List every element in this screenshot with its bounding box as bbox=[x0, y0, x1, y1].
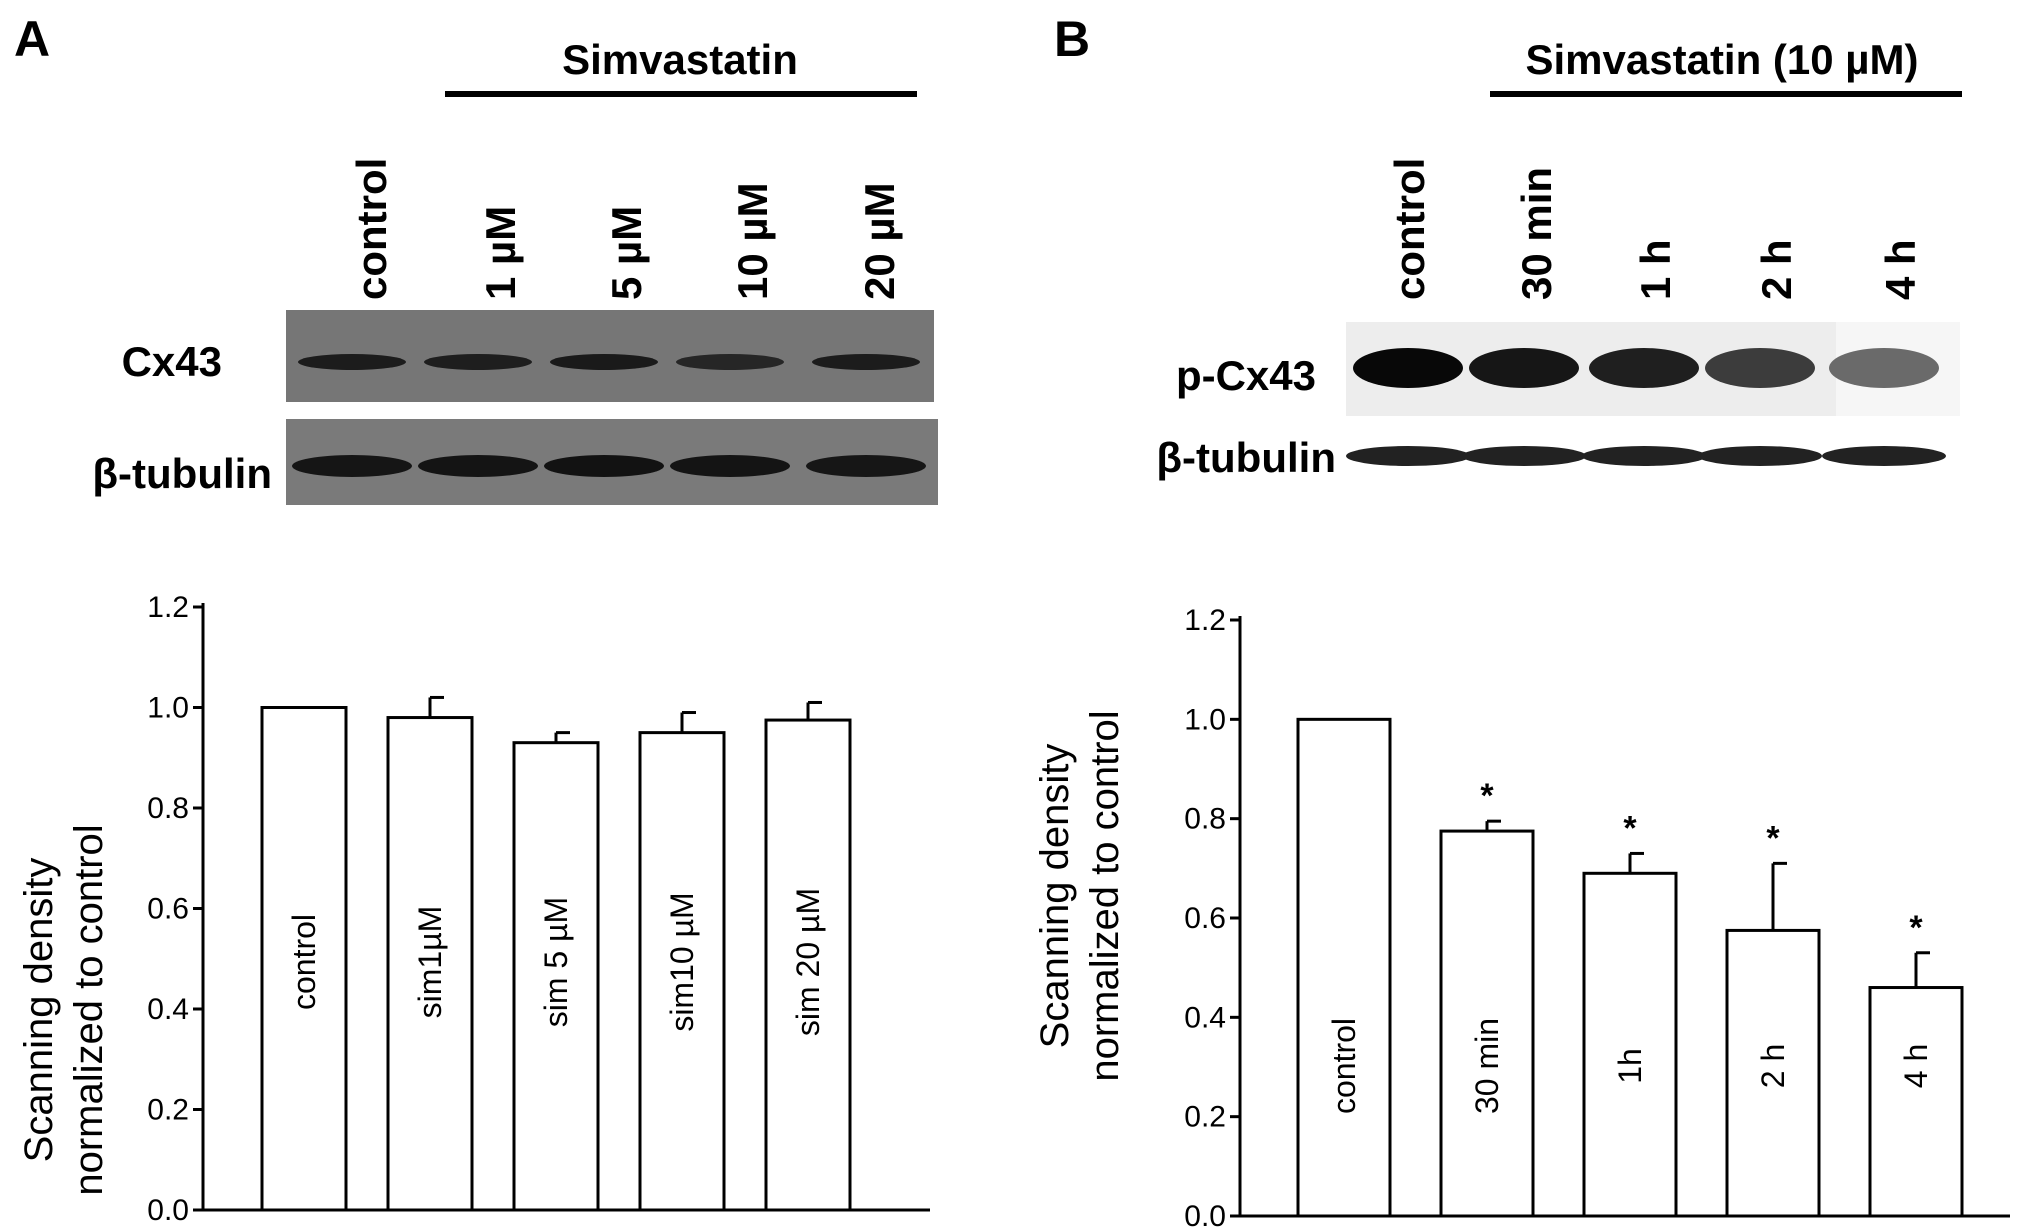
y-tick-label: 0.6 bbox=[147, 893, 189, 926]
bar-label: 30 min bbox=[1469, 1018, 1505, 1114]
tubulin-band bbox=[1822, 446, 1946, 466]
tubulin-band bbox=[1462, 446, 1586, 466]
bar-label: 1h bbox=[1612, 1048, 1648, 1084]
panel-a-lane-label: 20 µM bbox=[856, 182, 903, 300]
bar bbox=[260, 706, 348, 1212]
panel-a-y-axis-title-line2: normalized to control bbox=[67, 824, 111, 1195]
panel-a-cx43-bands bbox=[298, 354, 920, 370]
tubulin-band bbox=[1582, 446, 1706, 466]
p-cx43-band bbox=[1353, 348, 1463, 388]
bar-label: 2 h bbox=[1755, 1044, 1791, 1088]
panel-b-blot-label-tubulin: β-tubulin bbox=[1156, 434, 1336, 481]
bar-label: control bbox=[1326, 1018, 1362, 1114]
bar-label: sim 20 µM bbox=[790, 888, 826, 1036]
bar bbox=[1582, 871, 1678, 1218]
panel-a-y-ticks: 0.0 0.2 0.4 0.6 0.8 1.0 1.2 bbox=[147, 591, 203, 1227]
y-tick-label: 1.2 bbox=[1184, 604, 1226, 637]
panel-a-treatment-label: Simvastatin bbox=[562, 36, 798, 83]
significance-marker: * bbox=[1623, 809, 1637, 847]
panel-a-y-axis-title-line1: Scanning density bbox=[17, 858, 61, 1163]
bar bbox=[386, 716, 474, 1212]
panel-a-chart: Scanning density normalized to control 0… bbox=[17, 591, 930, 1227]
p-cx43-band bbox=[1589, 348, 1699, 388]
y-tick-label: 1.0 bbox=[147, 692, 189, 725]
panel-a-lane-label: 10 µM bbox=[729, 182, 776, 300]
cx43-band bbox=[298, 354, 406, 370]
y-tick-label: 0.6 bbox=[1184, 902, 1226, 935]
tubulin-band bbox=[418, 455, 538, 477]
panel-b-pcx43-bands bbox=[1353, 348, 1939, 388]
tubulin-band bbox=[1698, 446, 1822, 466]
bar bbox=[1725, 928, 1821, 1218]
y-tick-label: 0.0 bbox=[1184, 1200, 1226, 1232]
panel-a-blot-label-tubulin: β-tubulin bbox=[92, 450, 272, 497]
bar-label: sim1µM bbox=[412, 906, 448, 1019]
cx43-band bbox=[550, 354, 658, 370]
panel-a-tubulin-bands bbox=[292, 455, 926, 477]
bar-label: sim10 µM bbox=[664, 892, 700, 1031]
bar-label: 4 h bbox=[1898, 1044, 1934, 1088]
significance-marker: * bbox=[1480, 777, 1494, 815]
tubulin-band bbox=[806, 455, 926, 477]
y-tick-label: 0.4 bbox=[147, 993, 189, 1026]
panel-a-blot-label-cx43: Cx43 bbox=[122, 338, 222, 385]
panel-b-lane-label: 2 h bbox=[1753, 239, 1800, 300]
y-tick-label: 0.0 bbox=[147, 1194, 189, 1227]
y-tick-label: 0.2 bbox=[147, 1094, 189, 1127]
panel-b-bars: control * 30 min * 1h * 2 h * 4 h bbox=[1296, 717, 1964, 1218]
y-tick-label: 1.0 bbox=[1184, 703, 1226, 736]
significance-marker: * bbox=[1909, 909, 1923, 947]
panel-b-y-axis-title-line2: normalized to control bbox=[1083, 710, 1127, 1081]
panel-a-bars: control sim1µM sim 5 µM sim10 µM sim 20 µM bbox=[260, 695, 852, 1212]
panel-a-blot: A Simvastatin control 1 µM 5 µM 10 µM 20… bbox=[14, 11, 938, 505]
panel-b-y-ticks: 0.0 0.2 0.4 0.6 0.8 1.0 1.2 bbox=[1184, 604, 1240, 1232]
tubulin-band bbox=[670, 455, 790, 477]
panel-b-y-axis-title-line1: Scanning density bbox=[1033, 744, 1077, 1049]
p-cx43-band bbox=[1705, 348, 1815, 388]
y-tick-label: 1.2 bbox=[147, 591, 189, 624]
y-tick-label: 0.2 bbox=[1184, 1101, 1226, 1134]
panel-b-lane-label: 1 h bbox=[1632, 239, 1679, 300]
panel-b-lane-label: 4 h bbox=[1877, 239, 1924, 300]
panel-b-lane-label: 30 min bbox=[1513, 167, 1560, 300]
significance-marker: * bbox=[1766, 819, 1780, 857]
panel-b-lane-label: control bbox=[1386, 158, 1433, 300]
panel-b-blot: B Simvastatin (10 µM) control 30 min 1 h… bbox=[1054, 11, 1962, 481]
panel-b-chart: Scanning density normalized to control 0… bbox=[1033, 604, 2010, 1232]
y-tick-label: 0.8 bbox=[1184, 803, 1226, 836]
panel-a-lane-label: control bbox=[348, 158, 395, 300]
bar bbox=[1868, 986, 1964, 1218]
bar-label: control bbox=[286, 914, 322, 1010]
panel-a-lane-label: 1 µM bbox=[477, 206, 524, 300]
p-cx43-band bbox=[1829, 348, 1939, 388]
panel-a-letter: A bbox=[14, 11, 50, 67]
panel-a-lane-label: 5 µM bbox=[603, 206, 650, 300]
panel-b-tubulin-bands bbox=[1346, 446, 1946, 466]
y-tick-label: 0.4 bbox=[1184, 1001, 1226, 1034]
bar bbox=[1296, 717, 1392, 1218]
panel-b-blot-label-pcx43: p-Cx43 bbox=[1176, 352, 1316, 399]
cx43-band bbox=[424, 354, 532, 370]
tubulin-band bbox=[1346, 446, 1470, 466]
y-tick-label: 0.8 bbox=[147, 792, 189, 825]
bar-label: sim 5 µM bbox=[538, 897, 574, 1027]
tubulin-band bbox=[292, 455, 412, 477]
p-cx43-band bbox=[1469, 348, 1579, 388]
cx43-band bbox=[812, 354, 920, 370]
panel-b-letter: B bbox=[1054, 11, 1090, 67]
bar bbox=[764, 718, 852, 1212]
bar bbox=[1439, 829, 1535, 1218]
panel-b-treatment-label: Simvastatin (10 µM) bbox=[1526, 36, 1919, 83]
cx43-band bbox=[676, 354, 784, 370]
tubulin-band bbox=[544, 455, 664, 477]
